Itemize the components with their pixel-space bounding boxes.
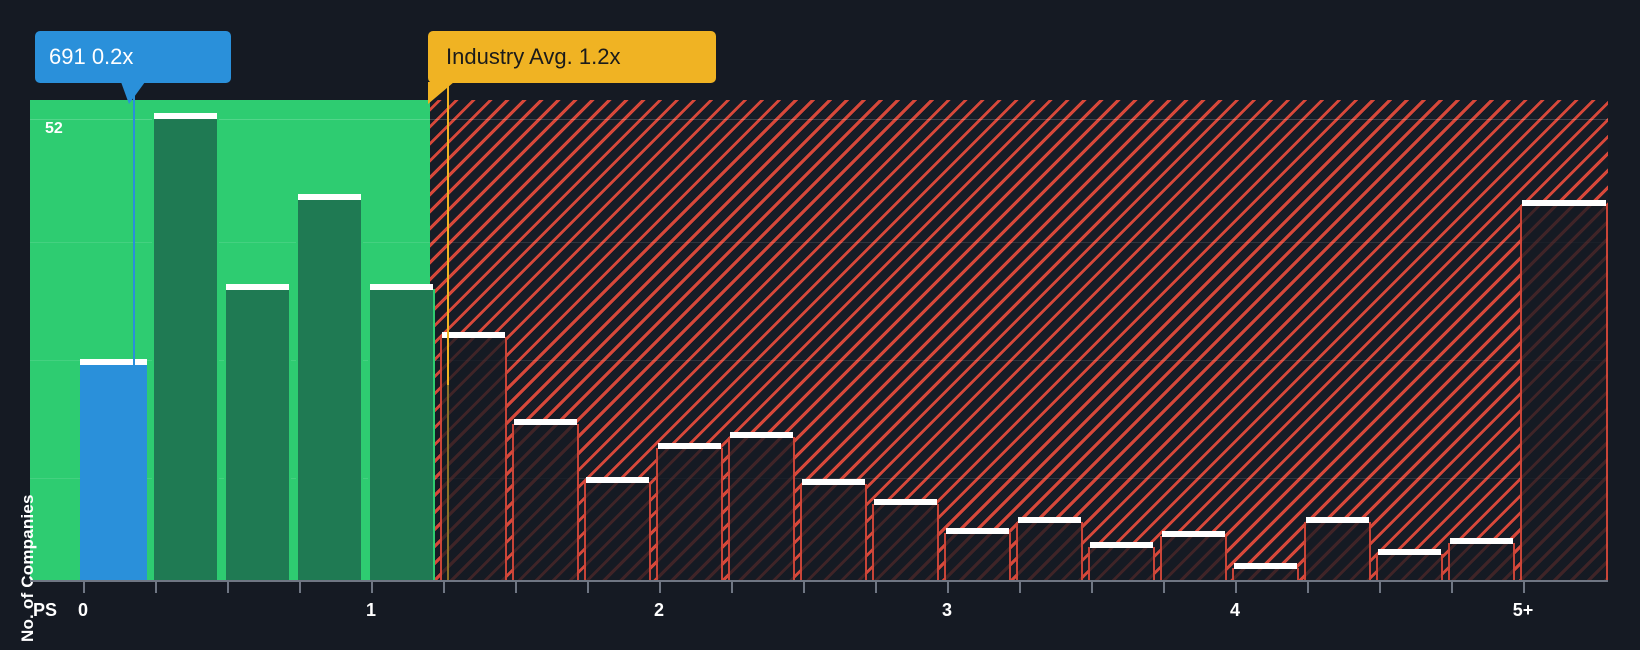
- x-tick: [155, 582, 157, 593]
- industry-average-line: [447, 80, 449, 580]
- bar-cap: [946, 528, 1009, 534]
- industry-average-line-lower: [447, 385, 449, 580]
- x-tick: [1523, 582, 1525, 593]
- x-tick: [587, 582, 589, 593]
- x-tick-label-2: 2: [653, 600, 665, 620]
- x-tick: [731, 582, 733, 593]
- bar-cap: [80, 359, 147, 365]
- bar-cap: [442, 332, 505, 338]
- x-tick: [659, 582, 661, 593]
- tooltip-pointer: [121, 82, 145, 104]
- bar-cap: [1450, 538, 1513, 544]
- table-row[interactable]: [440, 332, 507, 580]
- table-row[interactable]: [1448, 538, 1515, 580]
- x-tick: [947, 582, 949, 593]
- x-axis-line: [30, 580, 1608, 582]
- bar-cap: [1234, 563, 1297, 569]
- table-row[interactable]: [368, 284, 435, 580]
- x-tick: [875, 582, 877, 593]
- bar-cap: [586, 477, 649, 483]
- company-tooltip[interactable]: 691 0.2x: [35, 31, 231, 104]
- table-row[interactable]: [584, 477, 651, 580]
- x-tick: [1307, 582, 1309, 593]
- table-row[interactable]: [1160, 531, 1227, 580]
- company-tooltip-label: 691 0.2x: [49, 44, 134, 69]
- bar-cap: [298, 194, 361, 200]
- x-tick-label-3: 3: [941, 600, 953, 620]
- table-row[interactable]: [1520, 200, 1608, 580]
- plot-area: [30, 100, 1608, 580]
- x-tick-label-1: 1: [365, 600, 377, 620]
- bar-cap: [730, 432, 793, 438]
- bar-cap: [226, 284, 289, 290]
- x-tick: [83, 582, 85, 593]
- table-row[interactable]: [512, 419, 579, 580]
- x-tick: [803, 582, 805, 593]
- x-tick: [1451, 582, 1453, 593]
- bar-cap: [1306, 517, 1369, 523]
- x-tick: [371, 582, 373, 593]
- bar-cap: [1378, 549, 1441, 555]
- table-row[interactable]: [80, 359, 147, 580]
- table-row[interactable]: [1232, 563, 1299, 580]
- table-row[interactable]: [728, 432, 795, 580]
- bar-cap: [658, 443, 721, 449]
- x-tick: [515, 582, 517, 593]
- gridline-value-label: 52: [45, 120, 63, 137]
- table-row[interactable]: [296, 194, 363, 580]
- x-axis-prefix-label: PS: [33, 600, 58, 620]
- x-tick: [443, 582, 445, 593]
- table-row[interactable]: [1088, 542, 1155, 580]
- x-tick: [1019, 582, 1021, 593]
- bar-cap: [370, 284, 433, 290]
- industry-tooltip[interactable]: Industry Avg. 1.2x: [428, 31, 716, 104]
- bar-cap: [1018, 517, 1081, 523]
- x-tick-label-0: 0: [77, 600, 89, 620]
- x-tick: [1163, 582, 1165, 593]
- bar-cap: [154, 113, 217, 119]
- x-tick: [227, 582, 229, 593]
- bar-cap: [874, 499, 937, 505]
- table-row[interactable]: [944, 528, 1011, 580]
- bar-cap: [802, 479, 865, 485]
- overvalued-zone: [430, 100, 1608, 580]
- table-row[interactable]: [800, 479, 867, 580]
- bar-cap: [1090, 542, 1153, 548]
- x-tick: [1235, 582, 1237, 593]
- table-row[interactable]: [872, 499, 939, 580]
- table-row[interactable]: [1376, 549, 1443, 580]
- table-row[interactable]: [224, 284, 291, 580]
- industry-tooltip-label: Industry Avg. 1.2x: [446, 44, 621, 69]
- table-row[interactable]: [1016, 517, 1083, 580]
- table-row[interactable]: [152, 113, 219, 580]
- tooltip-pointer: [428, 82, 454, 104]
- bar-cap: [514, 419, 577, 425]
- bar-cap: [1522, 200, 1606, 206]
- x-tick: [299, 582, 301, 593]
- x-tick-label-5: 5+: [1512, 600, 1534, 620]
- table-row[interactable]: [1304, 517, 1371, 580]
- bar-cap: [1162, 531, 1225, 537]
- x-tick: [1379, 582, 1381, 593]
- company-marker-line: [133, 75, 135, 375]
- x-tick-label-4: 4: [1229, 600, 1241, 620]
- x-tick: [1091, 582, 1093, 593]
- table-row[interactable]: [656, 443, 723, 580]
